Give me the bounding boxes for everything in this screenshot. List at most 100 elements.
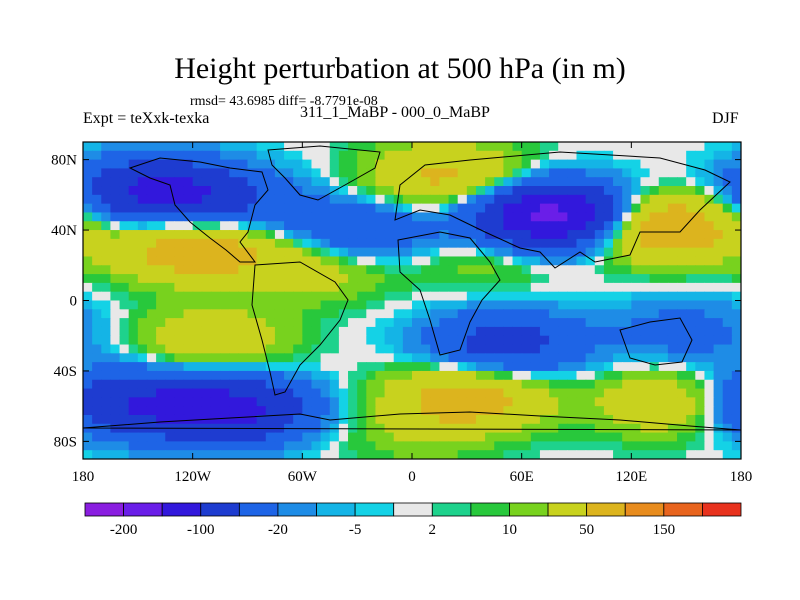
field-cell <box>192 450 203 459</box>
field-cell <box>165 238 175 249</box>
field-cell <box>183 168 194 178</box>
field-cell <box>594 265 605 275</box>
field-cell <box>201 186 212 196</box>
field-cell <box>695 203 706 214</box>
field-cell <box>146 168 157 178</box>
field-cell <box>192 300 203 310</box>
field-cell <box>348 441 358 451</box>
field-cell <box>649 388 660 398</box>
field-cell <box>530 247 541 258</box>
field-cell <box>393 291 404 302</box>
field-cell <box>265 432 276 442</box>
field-cell <box>329 142 340 152</box>
field-cell <box>448 326 459 337</box>
field-cell <box>284 150 294 161</box>
field-cell <box>128 300 139 310</box>
field-cell <box>393 230 404 240</box>
field-cell <box>165 362 175 372</box>
field-cell <box>594 238 605 249</box>
field-cell <box>576 150 587 161</box>
field-cell <box>174 168 185 178</box>
field-cell <box>146 194 157 205</box>
field-cell <box>539 432 550 442</box>
field-cell <box>722 142 733 152</box>
field-cell <box>631 414 642 425</box>
field-cell <box>402 142 413 152</box>
field-cell <box>174 212 185 222</box>
field-cell <box>137 212 148 222</box>
field-cell <box>603 441 614 451</box>
field-cell <box>174 177 185 187</box>
field-cell <box>713 335 724 346</box>
field-cell <box>521 450 532 459</box>
field-cell <box>640 212 651 222</box>
field-cell <box>393 450 404 459</box>
field-cell <box>704 406 715 416</box>
field-cell <box>320 159 331 170</box>
field-cell <box>274 441 285 451</box>
field-cell <box>137 362 148 372</box>
field-cell <box>146 177 157 187</box>
field-cell <box>92 388 102 398</box>
field-cell <box>201 318 212 328</box>
field-cell <box>357 282 367 293</box>
field-cell <box>320 432 331 442</box>
field-cell <box>348 370 358 381</box>
field-cell <box>558 370 568 381</box>
field-cell <box>192 194 203 205</box>
field-cell <box>174 230 185 240</box>
field-cell <box>201 212 212 222</box>
field-cell <box>576 300 587 310</box>
field-cell <box>128 318 139 328</box>
field-cell <box>238 397 249 407</box>
field-cell <box>210 414 221 425</box>
field-cell <box>640 194 651 205</box>
field-cell <box>220 168 230 178</box>
field-cell <box>366 397 377 407</box>
field-cell <box>229 247 239 258</box>
field-cell <box>348 221 358 231</box>
field-cell <box>448 177 459 187</box>
field-cell <box>229 265 239 275</box>
field-cell <box>631 150 642 161</box>
field-cell <box>695 194 706 205</box>
field-cell <box>430 432 441 442</box>
field-cell <box>503 221 514 231</box>
field-cell <box>613 335 623 346</box>
field-cell <box>677 406 687 416</box>
field-cell <box>201 274 212 284</box>
field-cell <box>256 186 267 196</box>
field-cell <box>247 362 258 372</box>
field-cell <box>210 282 221 293</box>
field-cell <box>567 406 578 416</box>
field-cell <box>448 150 459 161</box>
field-cell <box>338 326 349 337</box>
field-cell <box>366 238 377 249</box>
field-cell <box>274 212 285 222</box>
field-cell <box>384 274 395 284</box>
field-cell <box>430 344 441 354</box>
field-cell <box>695 238 706 249</box>
field-cell <box>238 256 249 266</box>
field-cell <box>402 326 413 337</box>
field-cell <box>485 423 495 434</box>
field-cell <box>722 335 733 346</box>
field-cell <box>622 256 632 266</box>
field-cell <box>366 326 377 337</box>
field-cell <box>667 194 678 205</box>
field-cell <box>92 247 102 258</box>
field-cell <box>101 379 112 390</box>
field-cell <box>731 221 741 231</box>
field-cell <box>658 309 669 319</box>
field-cell <box>631 344 642 354</box>
field-cell <box>238 318 249 328</box>
field-cell <box>348 406 358 416</box>
field-cell <box>466 291 477 302</box>
field-cell <box>293 370 303 381</box>
field-cell <box>183 230 194 240</box>
field-cell <box>731 344 741 354</box>
field-cell <box>329 335 340 346</box>
field-cell <box>457 450 468 459</box>
field-cell <box>549 423 559 434</box>
chart-title: Height perturbation at 500 hPa (in m) <box>174 52 626 85</box>
